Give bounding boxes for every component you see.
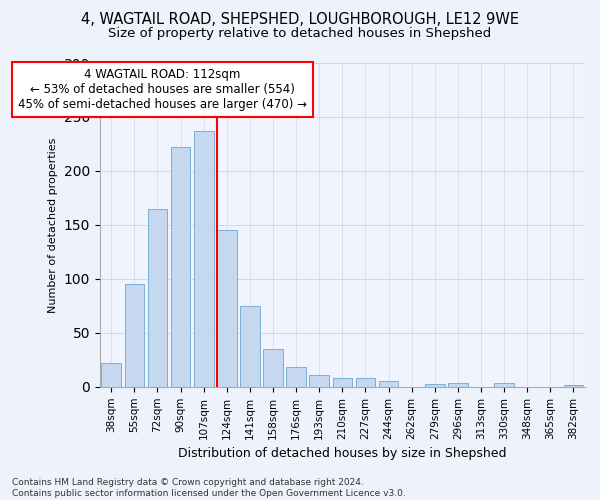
Bar xyxy=(194,131,214,387)
Bar xyxy=(125,284,144,387)
Bar xyxy=(286,368,306,387)
Bar xyxy=(101,363,121,387)
Bar xyxy=(240,306,260,387)
Y-axis label: Number of detached properties: Number of detached properties xyxy=(48,137,58,312)
Bar xyxy=(263,349,283,387)
Bar xyxy=(448,382,468,387)
Bar xyxy=(148,208,167,387)
Text: 4, WAGTAIL ROAD, SHEPSHED, LOUGHBOROUGH, LE12 9WE: 4, WAGTAIL ROAD, SHEPSHED, LOUGHBOROUGH,… xyxy=(81,12,519,28)
Bar xyxy=(310,375,329,387)
Bar xyxy=(171,147,190,387)
Text: Contains HM Land Registry data © Crown copyright and database right 2024.
Contai: Contains HM Land Registry data © Crown c… xyxy=(12,478,406,498)
Bar xyxy=(332,378,352,387)
X-axis label: Distribution of detached houses by size in Shepshed: Distribution of detached houses by size … xyxy=(178,447,506,460)
Text: Size of property relative to detached houses in Shepshed: Size of property relative to detached ho… xyxy=(109,28,491,40)
Bar xyxy=(356,378,375,387)
Bar xyxy=(563,384,583,387)
Bar xyxy=(425,384,445,387)
Bar xyxy=(379,382,398,387)
Bar xyxy=(494,382,514,387)
Text: 4 WAGTAIL ROAD: 112sqm
← 53% of detached houses are smaller (554)
45% of semi-de: 4 WAGTAIL ROAD: 112sqm ← 53% of detached… xyxy=(17,68,307,112)
Bar xyxy=(217,230,236,387)
